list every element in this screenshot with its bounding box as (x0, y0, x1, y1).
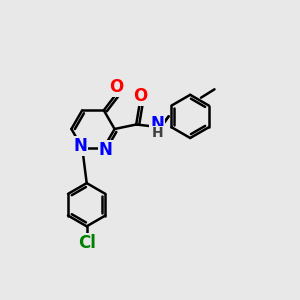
Text: H: H (152, 127, 163, 140)
Text: Cl: Cl (78, 234, 96, 252)
Text: N: N (150, 116, 164, 134)
Text: O: O (133, 87, 147, 105)
Text: N: N (74, 137, 88, 155)
Text: N: N (98, 141, 112, 159)
Text: O: O (109, 78, 124, 96)
